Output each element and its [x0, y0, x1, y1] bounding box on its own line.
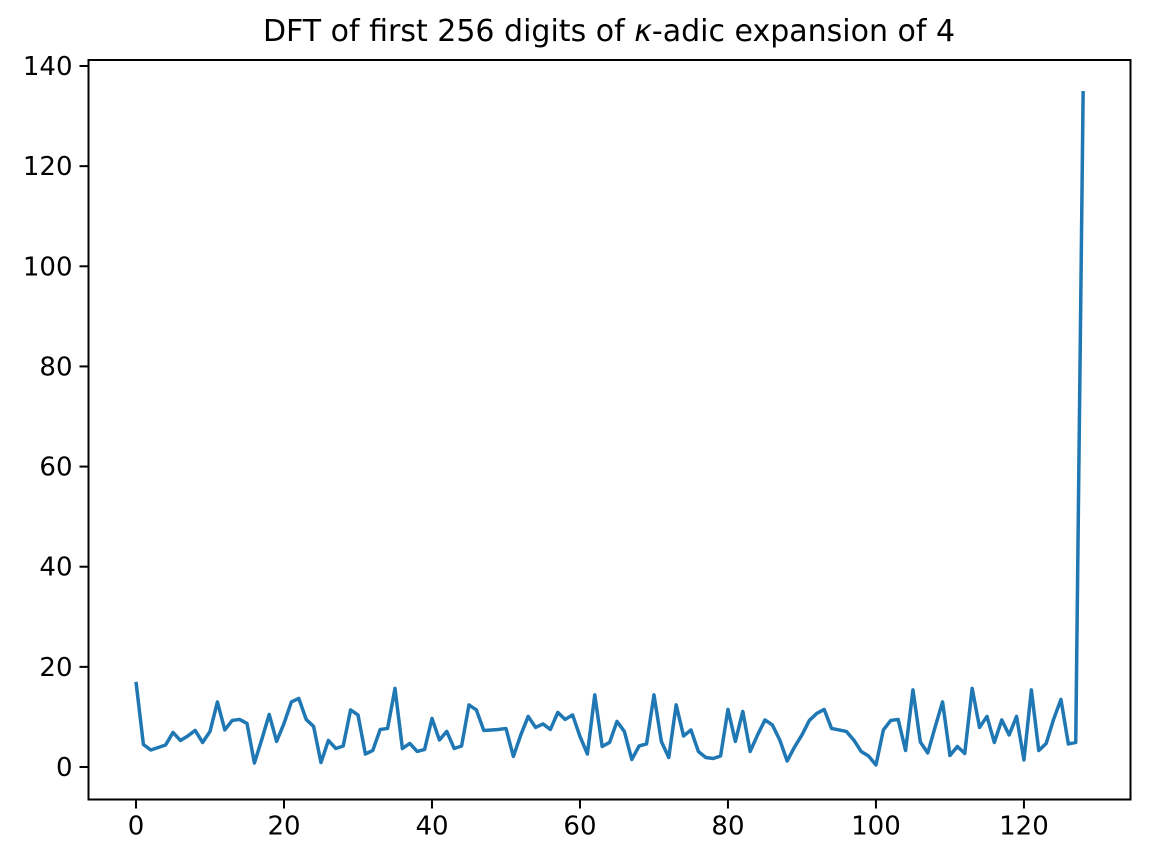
plot-area: [88, 60, 1131, 800]
y-tick-label: 80: [39, 352, 72, 382]
x-tick-label: 60: [563, 812, 596, 842]
y-tick-label: 0: [56, 753, 73, 783]
x-tick-label: 40: [415, 812, 448, 842]
axes-spines: [87, 59, 1132, 801]
x-tick-label: 20: [267, 812, 300, 842]
chart-title-suffix: -adic expansion of 4: [651, 14, 956, 49]
x-tick-label: 120: [999, 812, 1049, 842]
chart-title-prefix: DFT of first 256 digits of: [262, 14, 635, 49]
chart-title: DFT of first 256 digits of κ-adic expans…: [88, 15, 1130, 49]
y-tick-label: 120: [23, 152, 73, 182]
x-tick-label: 0: [128, 812, 145, 842]
x-tick-label: 100: [851, 812, 901, 842]
x-tick-label: 80: [711, 812, 744, 842]
y-tick-label: 60: [39, 453, 72, 483]
y-tick-label: 20: [39, 653, 72, 683]
chart-title-kappa: κ: [634, 14, 652, 49]
dft-magnitude-line: [134, 91, 1085, 767]
y-tick-label: 140: [23, 52, 73, 82]
y-tick-label: 40: [39, 553, 72, 583]
y-tick-label: 100: [23, 252, 73, 282]
